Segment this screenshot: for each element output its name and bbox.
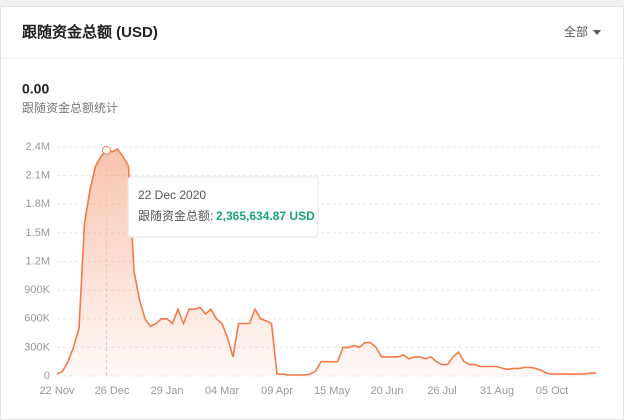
- hover-point: [102, 145, 111, 155]
- x-tick-label: 05 Oct: [536, 385, 568, 397]
- y-tick-label: 1.2M: [26, 255, 50, 267]
- area-fill: [57, 148, 596, 376]
- dropdown-arrow[interactable]: [593, 30, 601, 35]
- summary-label: 跟随资金总额统计: [22, 100, 118, 115]
- x-tick-label: 26 Dec: [95, 385, 130, 397]
- x-tick-label: 22 Nov: [40, 385, 75, 397]
- x-tick-label: 29 Jan: [150, 385, 183, 397]
- tooltip: 22 Dec 2020 跟随资金总额: 2,365,634.87 USD: [127, 176, 319, 238]
- filter-dropdown[interactable]: 全部: [564, 24, 588, 39]
- y-tick-label: 300K: [24, 341, 50, 353]
- y-tick-label: 0: [44, 370, 50, 382]
- card-title: 跟随资金总额 (USD): [22, 23, 158, 41]
- line: [56, 147, 596, 376]
- y-tick-label: 2.1M: [26, 170, 50, 182]
- y-tick-label: 2.4M: [26, 141, 50, 153]
- x-tick-label: 15 May: [314, 385, 351, 397]
- summary-value: 0.00: [22, 81, 49, 97]
- x-tick-label: 04 Mar: [205, 385, 240, 397]
- x-tick-label: 09 Apr: [261, 385, 293, 397]
- tooltip-label: 跟随资金总额:: [138, 208, 213, 223]
- y-tick-label: 600K: [24, 313, 50, 325]
- tooltip-box: [127, 176, 319, 238]
- tooltip-value: 2,365,634.87 USD: [216, 209, 315, 223]
- y-tick-label: 1.8M: [26, 198, 50, 210]
- y-tick-label: 900K: [24, 284, 50, 296]
- tooltip-date: 22 Dec 2020: [138, 188, 206, 202]
- x-tick-label: 31 Aug: [480, 385, 514, 397]
- x-tick-label: 20 Jun: [370, 385, 403, 397]
- y-tick-label: 1.5M: [26, 227, 50, 239]
- x-tick-label: 26 Jul: [427, 385, 456, 397]
